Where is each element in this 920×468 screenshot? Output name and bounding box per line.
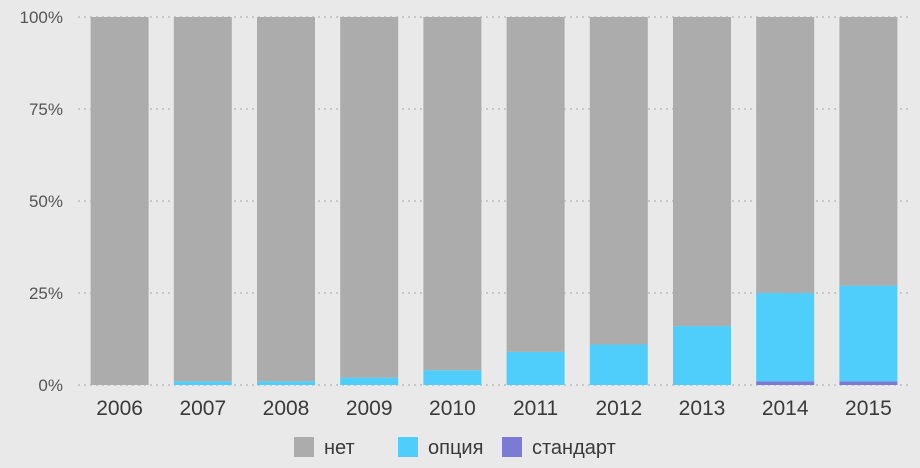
legend-swatch [294, 437, 314, 457]
bar-segment [673, 17, 731, 327]
x-tick-label: 2007 [179, 397, 226, 420]
legend-label: стандарт [532, 437, 616, 459]
bar-segment [90, 17, 149, 385]
bars [90, 17, 898, 385]
y-tick-label: 100% [20, 8, 63, 27]
bar-segment [589, 344, 648, 385]
legend-item: стандарт [502, 437, 616, 459]
x-tick-label: 2011 [513, 397, 558, 420]
x-tick-label: 2010 [429, 397, 476, 420]
x-tick-label: 2008 [263, 397, 310, 420]
legend: нет опция стандарт [294, 437, 616, 459]
bar-segment [423, 370, 482, 385]
bar-segment [756, 17, 815, 293]
bar-segment [589, 17, 648, 345]
y-tick-label: 50% [29, 192, 63, 211]
bar-segment [839, 285, 898, 382]
legend-item: опция [398, 437, 483, 459]
x-tick-label: 2012 [595, 397, 642, 420]
bar-segment [756, 293, 815, 382]
bar-segment [506, 17, 565, 352]
legend-swatch [502, 437, 522, 457]
bar-segment [506, 351, 565, 385]
y-axis: 0% 25% 50% 75% 100% [20, 8, 63, 395]
legend-label: опция [428, 437, 483, 459]
bar-segment [423, 17, 482, 371]
x-tick-label: 2009 [346, 397, 393, 420]
bar-segment [257, 381, 315, 385]
bar-segment [257, 17, 315, 382]
legend-label: нет [324, 437, 355, 459]
x-tick-label: 2006 [96, 397, 143, 420]
bar-segment [673, 326, 731, 385]
legend-item: нет [294, 437, 355, 459]
bar-segment [173, 17, 232, 382]
bar-segment [340, 377, 399, 385]
legend-swatch [398, 437, 418, 457]
bar-segment [839, 17, 898, 286]
x-tick-label: 2015 [845, 397, 892, 420]
bar-segment [756, 381, 815, 385]
x-tick-label: 2014 [762, 397, 809, 420]
bar-segment [839, 381, 898, 385]
y-tick-label: 0% [38, 376, 63, 395]
x-tick-label: 2013 [679, 397, 726, 420]
y-tick-label: 25% [29, 284, 63, 303]
x-axis: 2006 2007 2008 2009 2010 2011 2012 2013 2014 2015 [96, 397, 892, 420]
bar-segment [340, 17, 399, 378]
y-tick-label: 75% [29, 100, 63, 119]
bar-segment [173, 381, 232, 385]
